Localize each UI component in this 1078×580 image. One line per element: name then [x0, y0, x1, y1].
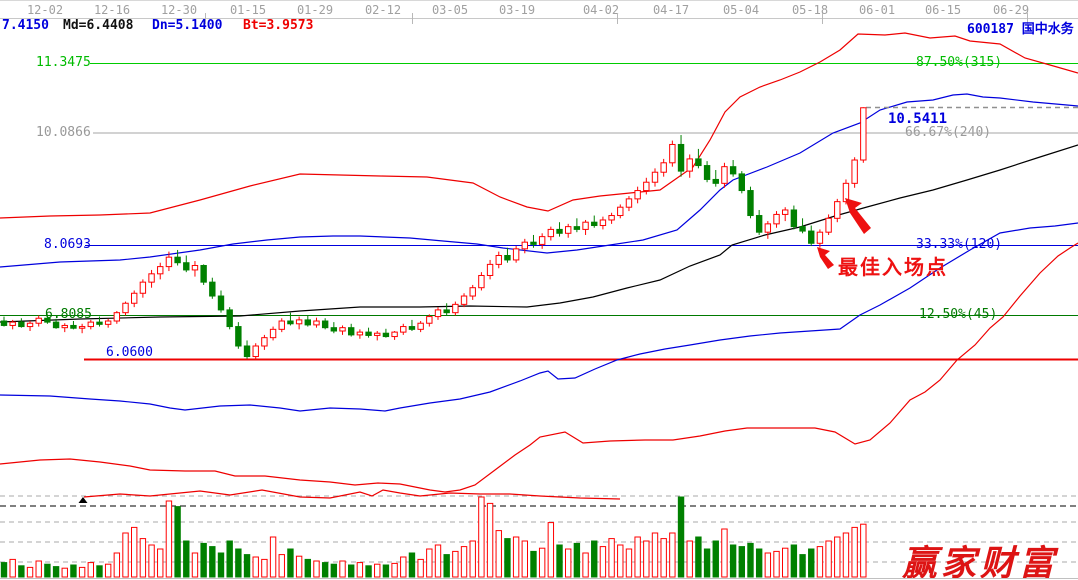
- left-level-label-0: 11.3475: [36, 55, 91, 70]
- date-axis-label-11: 05-18: [791, 3, 829, 17]
- date-axis-label-9: 04-17: [652, 3, 690, 17]
- axis-tick: [412, 13, 413, 24]
- date-axis-label-13: 06-15: [924, 3, 962, 17]
- middle-band-black: [0, 144, 1078, 323]
- bottom-border: [0, 578, 1078, 580]
- date-axis-label-12: 06-01: [858, 3, 896, 17]
- indicator-md-value: Md=6.4408: [63, 18, 134, 33]
- date-axis-label-6: 03-05: [431, 3, 469, 17]
- left-level-label-1: 10.0866: [36, 125, 91, 140]
- entry-arrow-icon: [845, 198, 871, 234]
- lower-band-red: [0, 242, 1078, 493]
- date-axis-label-5: 02-12: [364, 3, 402, 17]
- date-axis-label-10: 05-04: [722, 3, 760, 17]
- date-axis-label-8: 04-02: [582, 3, 620, 17]
- indicator-bt-value: Bt=3.9573: [243, 18, 314, 33]
- date-axis-label-3: 01-15: [229, 3, 267, 17]
- stock-symbol-name: 600187 国中水务: [967, 22, 1074, 37]
- lower-band-blue: [0, 222, 1078, 412]
- axis-tick: [822, 13, 823, 24]
- left-level-label-3: 6.8085: [45, 307, 92, 322]
- date-axis-label-4: 01-29: [296, 3, 334, 17]
- indicator-dn-value: Dn=5.1400: [152, 18, 223, 33]
- indicator-header: 7.4150 Md=6.4408 Dn=5.1400 Bt=3.9573 600…: [0, 18, 1078, 37]
- entry-arrow-small-icon: [817, 247, 834, 269]
- right-level-label-0: 87.50%(315): [916, 55, 1003, 70]
- axis-tick: [617, 13, 618, 24]
- indicator-up-value: 7.4150: [2, 18, 49, 33]
- date-axis-label-0: 12-02: [26, 3, 64, 17]
- axis-tick: [1027, 13, 1028, 24]
- right-level-label-2: 33.33%(120): [916, 237, 1003, 252]
- date-axis-label-2: 12-30: [160, 3, 198, 17]
- left-level-label-4: 6.0600: [106, 345, 153, 360]
- upper-band-red: [0, 32, 1078, 219]
- upper-band-blue: [0, 93, 1078, 268]
- date-axis: 12-02 12-16 12-30 01-15 01-29 02-12 03-05 03-19…: [0, 0, 1078, 24]
- right-level-label-3: 12.50%(45): [919, 307, 998, 322]
- axis-tick: [205, 13, 206, 24]
- date-axis-label-14: 06-29: [992, 3, 1030, 17]
- bottom-band-red: [83, 489, 621, 500]
- date-axis-label-7: 03-19: [498, 3, 536, 17]
- date-axis-label-1: 12-16: [93, 3, 131, 17]
- left-level-label-2: 8.0693: [44, 237, 91, 252]
